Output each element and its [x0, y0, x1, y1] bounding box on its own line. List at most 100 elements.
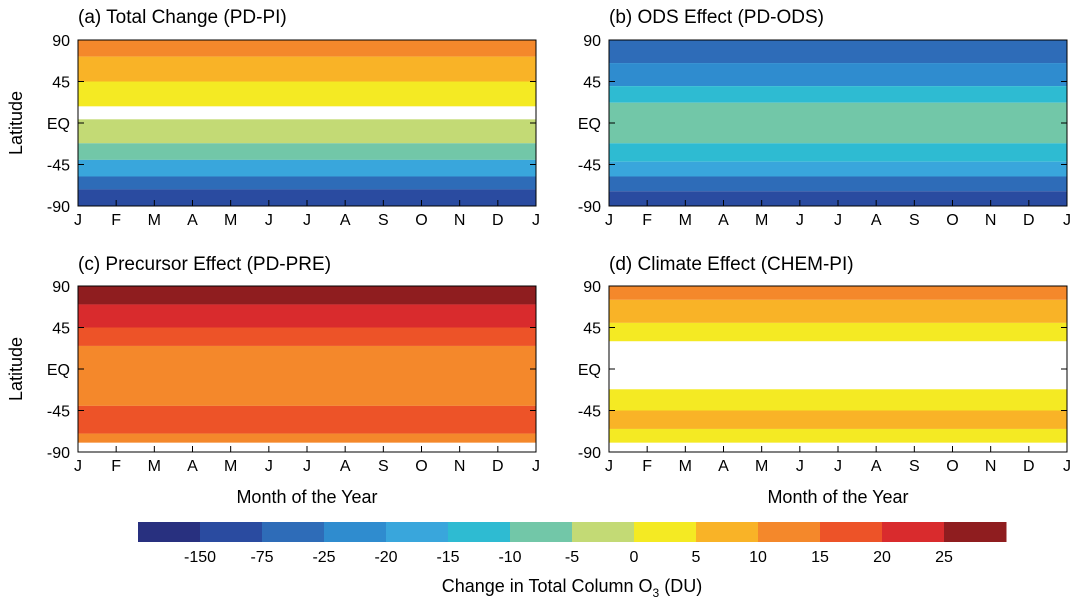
- xtick-label: J: [834, 212, 842, 229]
- xtick-label: M: [679, 212, 692, 229]
- panel-d-xlabel: Month of the Year: [767, 487, 908, 507]
- panel-a-band-3: [78, 106, 536, 120]
- ytick-label: 90: [583, 33, 601, 50]
- xtick-label: M: [148, 458, 161, 475]
- panel-b-band-2: [609, 86, 1067, 103]
- ytick-label: -90: [578, 445, 601, 462]
- panel-a-yticks: 90 45 EQ -45 -90: [47, 33, 536, 216]
- panel-a-title: (a) Total Change (PD-PI): [78, 7, 287, 28]
- xtick-label: M: [679, 458, 692, 475]
- xtick-label: J: [74, 212, 82, 229]
- colorbar-swatch: [200, 522, 263, 542]
- panel-d-band-0: [609, 286, 1067, 300]
- panel-c-band-4: [78, 405, 536, 434]
- ytick-label: 90: [52, 279, 70, 296]
- panel-d-band-3: [609, 341, 1067, 390]
- panel-b-band-4: [609, 143, 1067, 162]
- panel-b-yticks: 90 45 EQ -45 -90: [578, 33, 1067, 216]
- panel-c-title: (c) Precursor Effect (PD-PRE): [78, 254, 331, 275]
- colorbar-swatch: [882, 522, 945, 542]
- panel-c-band-3: [78, 345, 536, 406]
- ytick-label: -90: [47, 445, 70, 462]
- colorbar-tick-label: -25: [312, 549, 335, 566]
- xtick-label: A: [340, 212, 351, 229]
- panel-c-ylabel: Latitude: [6, 337, 26, 401]
- colorbar-tick-label: -5: [565, 549, 579, 566]
- colorbar-label-subscript: 3: [653, 586, 660, 600]
- xtick-label: S: [909, 212, 920, 229]
- panel-b-band-3: [609, 102, 1067, 144]
- xtick-label: M: [148, 212, 161, 229]
- colorbar-tick-label: 0: [630, 549, 639, 566]
- colorbar-tick-label: -75: [250, 549, 273, 566]
- colorbar-swatch: [820, 522, 883, 542]
- xtick-label: S: [378, 212, 389, 229]
- colorbar-label-unit: (DU): [659, 576, 702, 596]
- xtick-label: O: [415, 212, 427, 229]
- xtick-label: J: [303, 458, 311, 475]
- xtick-label: A: [340, 458, 351, 475]
- panel-d-band-4: [609, 389, 1067, 411]
- xtick-label: J: [265, 458, 273, 475]
- colorbar-tick-label: 15: [811, 549, 829, 566]
- panel-a-band-7: [78, 176, 536, 190]
- xtick-label: S: [909, 458, 920, 475]
- ytick-label: 45: [52, 75, 70, 92]
- colorbar-swatch: [324, 522, 387, 542]
- colorbar-swatch: [758, 522, 821, 542]
- panel-d-bands: [609, 286, 1067, 452]
- panel-a-band-5: [78, 143, 536, 160]
- colorbar-tick-label: 25: [935, 549, 953, 566]
- panel-a-bands: [78, 40, 536, 206]
- panel-d-band-1: [609, 299, 1067, 323]
- ytick-label: EQ: [578, 362, 601, 379]
- colorbar-swatch: [138, 522, 201, 542]
- colorbar-swatch: [262, 522, 325, 542]
- panel-c: (c) Precursor Effect (PD-PRE) 90 45 EQ -45 -…: [6, 254, 540, 507]
- colorbar: -150 -75 -25 -20 -15 -10 -5 0 5 10 15 20 25 Change i…: [138, 522, 1007, 600]
- xtick-label: D: [492, 212, 504, 229]
- panel-b-band-1: [609, 63, 1067, 87]
- ytick-label: -45: [578, 158, 601, 175]
- colorbar-swatch: [944, 522, 1007, 542]
- panel-d-band-5: [609, 410, 1067, 429]
- ytick-label: -45: [47, 404, 70, 421]
- xtick-label: O: [415, 458, 427, 475]
- xtick-label: N: [454, 212, 466, 229]
- panel-c-yticks: 90 45 EQ -45 -90: [47, 279, 536, 462]
- xtick-label: M: [755, 212, 768, 229]
- panel-d: (d) Climate Effect (CHEM-PI) 90 45 EQ -45 -9…: [578, 254, 1071, 507]
- panel-c-band-2: [78, 327, 536, 346]
- ytick-label: -90: [47, 199, 70, 216]
- xtick-label: J: [1063, 458, 1071, 475]
- panel-b-bands: [609, 40, 1067, 206]
- xtick-label: D: [1023, 212, 1035, 229]
- panel-a-band-0: [78, 40, 536, 57]
- xtick-label: F: [642, 458, 652, 475]
- panel-b-band-6: [609, 176, 1067, 192]
- panel-d-band-2: [609, 322, 1067, 342]
- xtick-label: A: [871, 212, 882, 229]
- colorbar-tick-label: -15: [436, 549, 459, 566]
- xtick-label: O: [946, 212, 958, 229]
- xtick-label: F: [642, 212, 652, 229]
- panel-c-xlabel: Month of the Year: [236, 487, 377, 507]
- xtick-label: F: [111, 458, 121, 475]
- colorbar-tick-label: 5: [692, 549, 701, 566]
- panel-b-title: (b) ODS Effect (PD-ODS): [609, 7, 824, 28]
- panel-b-band-5: [609, 161, 1067, 177]
- panel-c-bands: [78, 286, 536, 452]
- xtick-label: M: [224, 212, 237, 229]
- xtick-label: J: [1063, 212, 1071, 229]
- xtick-label: J: [605, 458, 613, 475]
- xtick-label: A: [718, 212, 729, 229]
- xtick-label: A: [871, 458, 882, 475]
- panel-d-yticks: 90 45 EQ -45 -90: [578, 279, 1067, 462]
- colorbar-tick-label: -150: [184, 549, 216, 566]
- xtick-label: J: [605, 212, 613, 229]
- panel-a-band-4: [78, 119, 536, 144]
- colorbar-tick-labels: -150 -75 -25 -20 -15 -10 -5 0 5 10 15 20 25: [184, 549, 953, 566]
